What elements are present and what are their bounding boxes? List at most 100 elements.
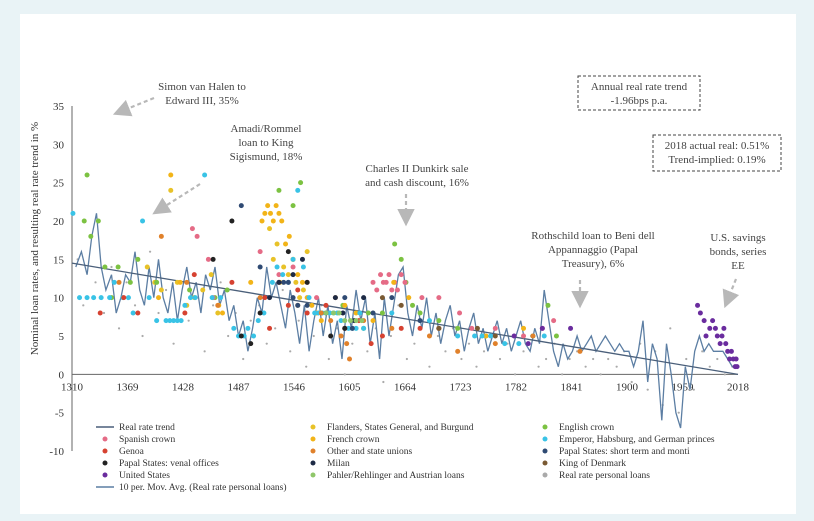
loan-point [353, 318, 359, 324]
loan-point [304, 279, 310, 285]
personal-loan-point [110, 265, 113, 269]
loan-point [346, 325, 352, 331]
loan-point [725, 348, 731, 354]
loan-point [344, 341, 350, 347]
annotation-text: Edward III, 35% [165, 95, 239, 107]
personal-loan-point [382, 380, 385, 384]
loan-point [248, 279, 254, 285]
loan-point [146, 295, 152, 301]
annotation-text: loan to King [239, 137, 294, 149]
loan-point [492, 325, 498, 331]
legend: Real rate trend Flanders, States General,… [96, 423, 715, 493]
loan-point [167, 318, 173, 324]
loan-point [370, 310, 376, 316]
annotation-text: Treasury), 6% [562, 258, 625, 270]
loan-point [347, 356, 352, 362]
loan-point [379, 310, 385, 316]
loan-point [300, 287, 306, 293]
loan-point [707, 325, 713, 331]
y-tick-label: 5 [59, 331, 65, 343]
legend-dot-swatch [310, 424, 316, 430]
loan-point [81, 218, 87, 224]
loan-point [719, 333, 725, 339]
loan-point [261, 310, 267, 316]
loan-point [695, 302, 701, 308]
loan-point [111, 279, 117, 285]
loan-point [95, 218, 101, 224]
chart-panel: 35 30 25 20 15 10 5 0 -5 -10 1310 1369 1428 1487 1546 1… [20, 14, 796, 514]
annotation-arrow [112, 96, 155, 117]
loan-point [267, 226, 273, 232]
personal-loan-point [475, 365, 478, 368]
loan-point [312, 310, 318, 316]
personal-loan-point [646, 388, 649, 391]
x-tick-label: 2018 [727, 381, 750, 393]
legend-label: Genoa [119, 447, 145, 457]
loan-point [342, 318, 348, 324]
personal-loan-point [723, 373, 726, 376]
loan-point [238, 333, 244, 339]
legend-label: Spanish crown [119, 435, 175, 445]
loan-point [297, 295, 303, 301]
loan-point [178, 318, 184, 324]
personal-loan-point [592, 357, 595, 361]
loan-point [130, 310, 136, 316]
loan-point [379, 295, 385, 301]
loan-point [455, 333, 461, 339]
loan-point [267, 210, 273, 216]
loan-point [541, 333, 547, 339]
loan-point [229, 218, 235, 224]
legend-label: Milan [327, 459, 350, 469]
loan-point [281, 279, 287, 285]
loan-point [389, 295, 395, 301]
loan-point [342, 295, 348, 301]
loan-point [545, 302, 551, 308]
loan-point [479, 333, 485, 339]
personal-loan-point [133, 304, 137, 307]
x-tick-label: 1782 [505, 381, 527, 393]
loan-point [273, 203, 279, 209]
legend-label: 10 per. Mov. Avg. (Real rate personal lo… [119, 482, 287, 493]
loan-point [383, 279, 389, 285]
legend-label: French crown [327, 435, 380, 445]
personal-loan-point [249, 319, 252, 322]
loan-point [733, 356, 739, 362]
annotation-text: Charles II Dunkirk sale [366, 163, 469, 175]
loan-point [184, 279, 190, 285]
personal-loan-point [498, 357, 502, 361]
loan-point [436, 318, 442, 324]
annotation-box [577, 75, 701, 111]
personal-loan-point [708, 365, 711, 368]
loan-point [455, 348, 461, 354]
x-tick-label: 1487 [228, 381, 251, 393]
loan-point [267, 295, 273, 301]
loan-point [156, 295, 162, 301]
loan-point [270, 256, 276, 262]
loan-point [723, 341, 729, 347]
loan-point [721, 325, 727, 331]
loan-point [84, 172, 90, 178]
loan-point [300, 264, 306, 270]
loan-point [274, 264, 280, 270]
loan-point [361, 325, 367, 331]
y-tick-label: 15 [53, 254, 65, 266]
loan-point [154, 318, 160, 324]
loan-point [318, 318, 324, 324]
loan-point [290, 203, 296, 209]
personal-loan-point [677, 411, 680, 414]
personal-loan-point [203, 350, 206, 353]
annotation-text: Amadi/Rommel [231, 123, 302, 135]
loan-point [262, 210, 268, 216]
loan-point [568, 325, 574, 331]
loan-point [488, 333, 494, 339]
y-tick-label: -10 [49, 446, 64, 458]
loan-point [701, 318, 707, 324]
legend-label: United States [119, 471, 170, 481]
loan-point [121, 295, 127, 301]
loan-point [280, 272, 286, 278]
loan-point [426, 318, 432, 324]
annotation-text: Simon van Halen to [158, 81, 246, 93]
loan-point [285, 279, 291, 285]
loan-point [97, 310, 103, 316]
y-tick-label: 0 [59, 369, 65, 381]
